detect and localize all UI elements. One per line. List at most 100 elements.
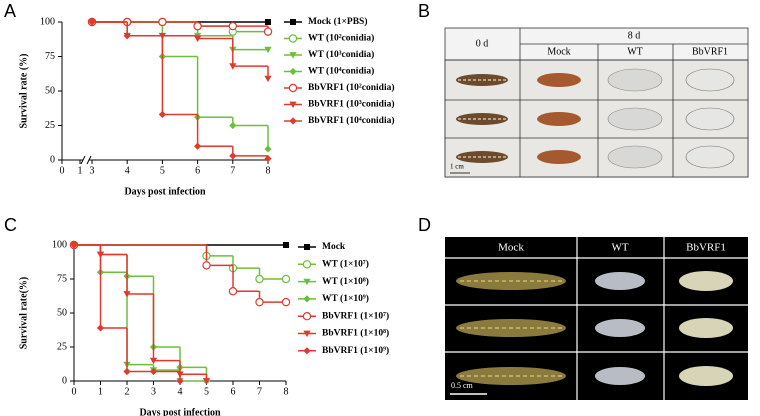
panel-label: A	[4, 1, 16, 21]
legend-marker	[289, 52, 297, 59]
marker	[281, 274, 291, 284]
marker	[123, 32, 131, 40]
larva-mycosed	[679, 271, 733, 291]
legend-label: WT (10²conidia)	[308, 33, 374, 44]
marker	[123, 291, 131, 298]
x-tick-label: 1	[98, 386, 103, 397]
legend-marker	[289, 101, 297, 109]
larva-mycosed	[607, 68, 663, 92]
legend-label: BbVRF1 (1×10⁷)	[322, 310, 389, 321]
x-tick-label: 8	[284, 386, 289, 397]
pupa	[537, 150, 581, 164]
y-tick-label: 0	[62, 375, 67, 386]
pupa	[537, 73, 581, 87]
larva-mycosed	[679, 366, 733, 386]
x-tick-label: 6	[195, 165, 200, 176]
photos	[456, 271, 733, 386]
x-tick-label: 3	[90, 165, 95, 176]
marker	[265, 19, 271, 25]
legend-marker	[289, 67, 297, 76]
larva-mycosed	[595, 367, 645, 385]
legend-marker	[303, 347, 311, 355]
marker	[202, 261, 211, 270]
column-header: Mock	[498, 242, 524, 254]
y-tick-label: 50	[45, 85, 55, 96]
marker	[263, 27, 273, 36]
marker	[88, 18, 96, 26]
marker	[158, 17, 167, 27]
marker	[149, 367, 158, 376]
y-tick-label: 25	[45, 120, 55, 131]
panel-label: D	[418, 215, 431, 235]
larva-mycosed	[685, 68, 735, 92]
marker	[264, 155, 272, 163]
column-header: WT	[627, 46, 643, 57]
marker	[176, 377, 184, 385]
marker	[228, 287, 238, 296]
column-header: Mock	[547, 46, 570, 57]
marker	[96, 324, 105, 332]
legend-label: Mock	[322, 242, 346, 252]
marker	[229, 121, 237, 130]
marker	[229, 63, 237, 70]
column-header: BbVRF1	[686, 242, 726, 254]
legend-label: WT (1×10⁸)	[322, 276, 369, 287]
marker	[194, 35, 202, 43]
legend-marker	[303, 295, 311, 303]
larva-mycosed	[595, 272, 645, 290]
legend-label: BbVRF1 (10⁴conidia)	[308, 115, 395, 126]
scale-label: 0.5 cm	[451, 381, 474, 390]
marker	[264, 145, 272, 153]
legend-marker	[290, 19, 296, 25]
y-tick-label: 0	[50, 154, 55, 165]
photos	[456, 68, 735, 169]
legend-marker	[302, 260, 312, 269]
legend-marker	[288, 83, 298, 93]
marker	[123, 367, 131, 376]
marker	[202, 378, 211, 385]
legend-label: BbVRF1 (1×10⁹)	[322, 345, 389, 356]
larva	[456, 151, 508, 163]
y-tick-label: 25	[57, 341, 67, 352]
x-tick-label: 7	[257, 386, 262, 397]
marker	[149, 357, 158, 365]
legend-marker	[302, 312, 312, 321]
column-header: BbVRF1	[692, 46, 728, 57]
x-axis-label: Days post infection	[124, 186, 206, 197]
legend-marker	[303, 330, 311, 338]
marker	[283, 242, 289, 248]
x-tick-label: 1	[78, 165, 83, 176]
marker	[264, 46, 272, 54]
legend-label: BbVRF1 (1×10⁸)	[322, 328, 389, 339]
column-header: 0 d	[476, 38, 489, 49]
marker	[281, 297, 291, 307]
legend-label: WT (10³conidia)	[308, 49, 374, 60]
x-tick-label: 5	[160, 165, 165, 176]
legend-label: BbVRF1 (10²conidia)	[308, 82, 395, 93]
legend-marker	[304, 244, 310, 250]
x-tick-label: 5	[204, 386, 209, 397]
y-tick-label: 100	[52, 239, 67, 250]
pupa	[537, 112, 581, 126]
marker	[158, 110, 166, 119]
grid	[445, 237, 748, 400]
x-tick-label: 4	[125, 165, 130, 176]
x-tick-label: 6	[231, 386, 236, 397]
x-tick-label: 0	[60, 165, 65, 176]
marker	[194, 142, 202, 150]
scale-label: 1 cm	[450, 163, 464, 171]
x-tick-label: 4	[178, 386, 183, 397]
marker	[70, 241, 78, 249]
x-tick-label: 8	[266, 165, 271, 176]
marker	[255, 274, 264, 284]
larva-mycosed	[685, 107, 735, 131]
legend-label: WT (1×10⁷)	[322, 258, 369, 269]
y-tick-label: 100	[40, 16, 55, 27]
legend-label: WT (1×10⁹)	[322, 293, 369, 304]
axis-break	[86, 155, 92, 165]
panel-label: B	[418, 1, 430, 21]
marker	[229, 152, 237, 160]
larva	[456, 113, 508, 125]
y-tick-label: 75	[45, 51, 55, 62]
